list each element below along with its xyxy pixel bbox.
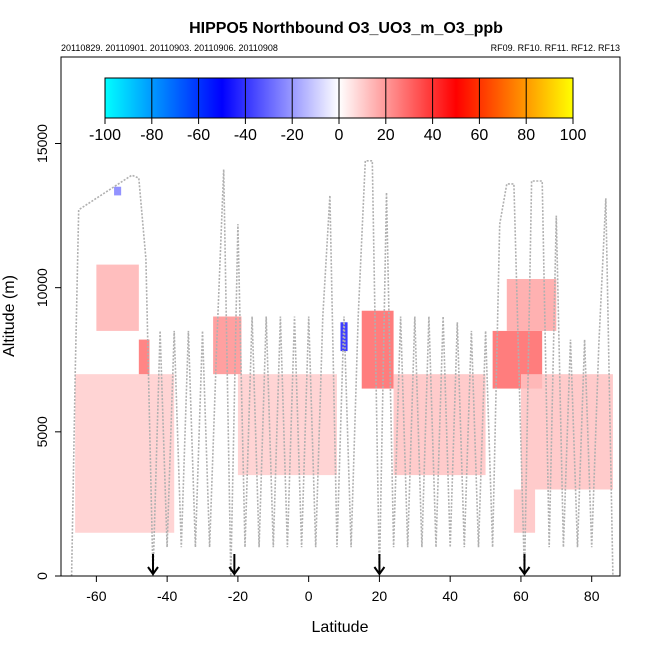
y-tick-label-3: 15000 (34, 124, 50, 163)
heatmap-cell-2 (138, 339, 150, 375)
y-tick-label-1: 5000 (34, 416, 50, 447)
boundary-arrow-2 (373, 554, 386, 576)
colorbar-tick-label-9: 80 (517, 127, 535, 144)
y-tick-label-2: 10000 (34, 268, 50, 307)
flight-boundary-markers (147, 554, 531, 576)
y-axis-label: Altitude (m) (1, 275, 18, 357)
plot-frame (60, 56, 621, 577)
colorbar-tick-label-7: 40 (424, 127, 442, 144)
colorbar-tick-label-1: -80 (140, 127, 163, 144)
boundary-arrow-0 (147, 554, 159, 576)
heatmap-cell-11 (520, 374, 613, 490)
colorbar-tick-label-6: 20 (377, 127, 395, 144)
colorbar-tick-label-8: 60 (471, 127, 489, 144)
y-axis: 0 5000 10000 15000 (34, 124, 61, 580)
chart-subtitle-flights: RF09. RF10. RF11. RF12. RF13 (491, 43, 620, 53)
x-tick-label-5: 40 (442, 588, 458, 604)
chart-title: HIPPO5 Northbound O3_UO3_m_O3_ppb (189, 20, 503, 37)
y-tick-label-0: 0 (34, 572, 50, 580)
heatmap-cell-10 (513, 489, 536, 533)
colorbar-tick-label-0: -100 (89, 127, 121, 144)
heatmap-cells (75, 186, 613, 533)
boundary-arrow-1 (228, 554, 241, 576)
colorbar-tick-label-2: -60 (187, 127, 210, 144)
x-tick-label-4: 20 (372, 588, 388, 604)
x-tick-label-3: 0 (305, 588, 313, 604)
x-axis: -60 -40 -20 0 20 40 60 80 (86, 576, 600, 604)
x-tick-label-7: 80 (584, 588, 600, 604)
heatmap-cell-7 (393, 374, 486, 476)
colorbar-tick-label-5: 0 (335, 127, 344, 144)
colorbar: -100 -80 -60 -40 -20 0 20 40 60 80 100 (89, 77, 587, 144)
heatmap-cell-4 (237, 374, 337, 476)
x-tick-label-1: -40 (157, 588, 177, 604)
heatmap-cell-0 (75, 374, 175, 533)
chart-subtitle-dates: 20110829. 20110901. 20110903. 20110906. … (61, 43, 278, 53)
colorbar-tick-label-10: 100 (560, 127, 587, 144)
heatmap-cell-1 (96, 264, 139, 331)
heatmap-cell-9 (506, 279, 557, 331)
boundary-arrow-3 (518, 554, 531, 576)
flight-track (70, 160, 614, 577)
x-tick-label-2: -20 (228, 588, 248, 604)
colorbar-tick-label-4: -20 (281, 127, 304, 144)
x-tick-label-0: -60 (86, 588, 106, 604)
colorbar-tick-label-3: -40 (234, 127, 257, 144)
heatmap-cell-12 (114, 186, 122, 196)
x-tick-label-6: 60 (513, 588, 529, 604)
heatmap-cell-6 (361, 310, 394, 389)
x-axis-label: Latitude (312, 619, 369, 636)
flight-track-line (70, 160, 614, 577)
